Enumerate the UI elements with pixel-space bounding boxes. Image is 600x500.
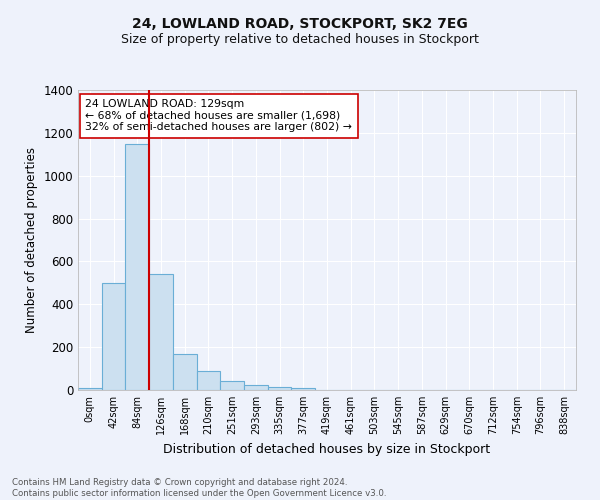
Bar [125,144,149,390]
Text: Contains HM Land Registry data © Crown copyright and database right 2024.
Contai: Contains HM Land Registry data © Crown c… [12,478,386,498]
Y-axis label: Number of detached properties: Number of detached properties [25,147,38,333]
X-axis label: Distribution of detached houses by size in Stockport: Distribution of detached houses by size … [163,442,491,456]
Bar [220,382,244,390]
Bar [244,386,268,390]
Bar [102,283,125,390]
Bar [268,387,292,390]
Text: 24 LOWLAND ROAD: 129sqm
← 68% of detached houses are smaller (1,698)
32% of semi: 24 LOWLAND ROAD: 129sqm ← 68% of detache… [85,99,352,132]
Text: Size of property relative to detached houses in Stockport: Size of property relative to detached ho… [121,32,479,46]
Bar [197,371,220,390]
Text: 24, LOWLAND ROAD, STOCKPORT, SK2 7EG: 24, LOWLAND ROAD, STOCKPORT, SK2 7EG [132,18,468,32]
Bar [173,354,197,390]
Bar [149,274,173,390]
Bar [292,388,315,390]
Bar [78,388,102,390]
